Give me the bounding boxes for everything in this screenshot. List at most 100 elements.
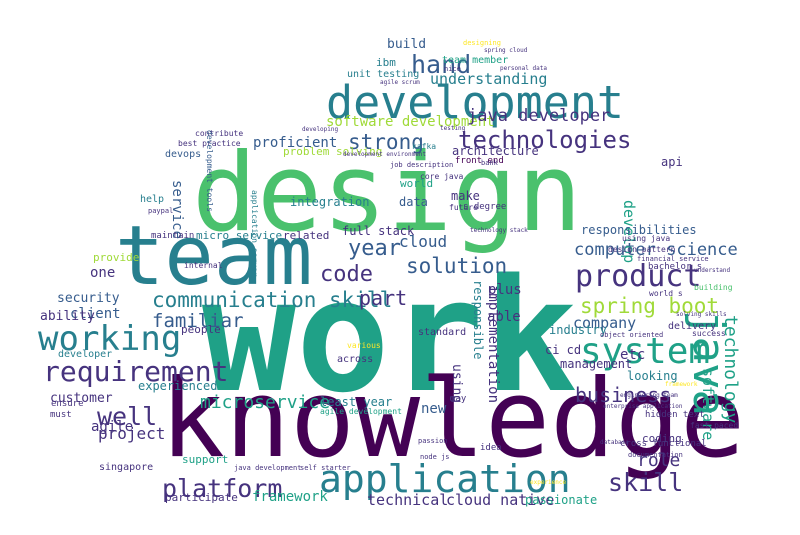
word-development-tools: development tools <box>205 130 214 212</box>
word-role: role <box>637 450 681 471</box>
word-well: well <box>97 402 158 431</box>
word-security: security <box>57 291 120 306</box>
word-ci-cd: ci cd <box>545 343 582 357</box>
word-communication-skill: communication skill <box>152 288 393 312</box>
word-bachelor-s: bachelor s <box>648 262 703 272</box>
word-microservice: microservice <box>200 392 331 413</box>
word-application-server: application server <box>250 190 259 277</box>
word-system: system <box>580 331 711 372</box>
word-ensure: ensure <box>51 399 84 409</box>
word-cross-functional: cross functional <box>620 439 707 449</box>
word-skill: skill <box>608 468 684 497</box>
word-help: help <box>140 194 165 205</box>
word-agile: agile <box>91 419 134 435</box>
word-api: api <box>661 155 683 169</box>
word-front-end: front end <box>455 156 504 166</box>
word-object-oriented: object oriented <box>600 331 664 339</box>
word-fast-paced: fast paced <box>690 421 739 430</box>
word-paypal: paypal <box>148 207 174 215</box>
word-one: one <box>90 265 116 281</box>
word-working: working <box>38 319 182 359</box>
word-development-environment: development environment <box>343 151 427 158</box>
word-job-description: job description <box>390 161 454 169</box>
word-spring-cloud: spring cloud <box>484 47 528 54</box>
word-framework-small: framework <box>665 381 698 388</box>
word-building: building <box>694 283 733 292</box>
word-implementation: implementation <box>485 285 501 404</box>
word-requirement: requirement <box>43 355 229 388</box>
word-passionate: passionate <box>525 493 598 507</box>
word-support: support <box>182 453 229 466</box>
word-team: team <box>115 209 313 304</box>
word-problem-solving: problem solving <box>283 145 383 158</box>
word-core-java: core java <box>420 172 464 181</box>
word-financial-service: financial service <box>637 255 709 263</box>
word-self-starter: self starter <box>300 464 351 472</box>
word-develop: develop <box>620 200 638 264</box>
word-architecture: architecture <box>452 144 539 158</box>
word-bank: bank <box>481 159 498 167</box>
word-ibm: ibm <box>376 56 396 69</box>
cloud-shape <box>82 51 769 514</box>
word-testing: testing <box>440 125 466 132</box>
word-proficient: proficient <box>253 135 338 151</box>
word-using: using <box>449 364 464 404</box>
word-looking: looking <box>627 369 678 383</box>
word-must: must <box>50 410 72 420</box>
word-software-development: software development <box>326 114 495 130</box>
word-etc: etc <box>620 347 646 363</box>
word-coding: coding <box>642 432 682 445</box>
word-technologies: technologies <box>458 126 632 154</box>
word-kafka: kafka <box>412 142 437 151</box>
word-java: java <box>683 310 734 416</box>
word-developing: developing <box>302 126 339 133</box>
word-build: build <box>387 37 427 52</box>
word-maintain: maintain <box>151 231 195 241</box>
word-delivery: delivery <box>668 321 717 332</box>
word-documentation: documentation <box>628 451 683 459</box>
word-enterprise-application: enterprise application <box>603 403 683 410</box>
word-design: design <box>192 131 583 256</box>
word-project: project <box>98 424 166 443</box>
word-experienced: experienced <box>138 379 218 393</box>
word-understand: understand <box>694 267 731 274</box>
word-understanding: understanding <box>430 70 548 88</box>
word-world: world <box>400 177 434 190</box>
word-people: people <box>181 323 221 336</box>
word-passion: passion <box>418 437 448 445</box>
word-product: product <box>575 259 702 294</box>
word-technical: technical <box>367 491 449 509</box>
word-technology-stack: technology stack <box>470 227 528 234</box>
word-plus: plus <box>488 282 522 298</box>
word-able: able <box>487 309 521 325</box>
word-using-java: using java <box>622 234 671 243</box>
word-database: database <box>600 439 629 446</box>
word-nice: nice <box>444 65 461 73</box>
word-responsible: responsible <box>471 280 485 360</box>
word-world-s: world s <box>649 289 683 298</box>
word-experience: experience <box>530 479 567 486</box>
word-client: client <box>70 306 121 322</box>
word-related: related <box>283 229 330 242</box>
word-platform: platform <box>162 474 283 503</box>
word-code: code <box>320 262 373 287</box>
word-software: software <box>699 368 717 441</box>
word-contribute: contribute <box>195 129 244 138</box>
word-singapore: singapore <box>99 462 154 473</box>
word-hand: hand <box>411 50 472 79</box>
word-hidden-text: hidden text <box>645 410 705 420</box>
word-micro-service: micro service <box>196 229 283 242</box>
word-success: success <box>692 329 726 338</box>
word-application: application <box>319 457 571 501</box>
word-s-degree: s degree <box>463 202 507 212</box>
word-responsibilities: responsibilities <box>581 223 697 237</box>
word-participate: participate <box>165 491 238 504</box>
word-agile-development: agile development <box>320 407 402 416</box>
word-team-member: team member <box>442 55 509 66</box>
word-cloud-native: cloud native <box>446 491 555 509</box>
word-knowledge: knowledge <box>160 357 746 482</box>
word-year: year <box>348 236 401 261</box>
word-spring-boot: spring boot <box>580 294 720 318</box>
word-part: part <box>359 286 408 310</box>
